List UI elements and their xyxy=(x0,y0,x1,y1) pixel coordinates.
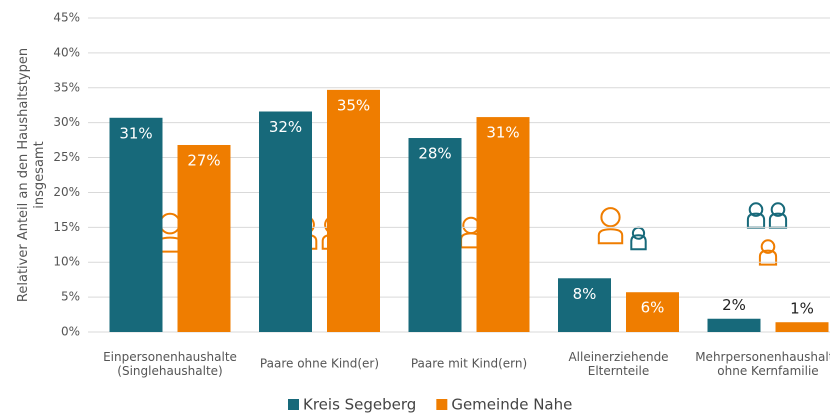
value-label: 8% xyxy=(573,285,597,303)
bar xyxy=(408,138,462,332)
value-label: 31% xyxy=(486,124,519,142)
legend-swatch xyxy=(288,399,299,410)
y-tick-label: 0% xyxy=(61,325,80,339)
y-tick-label: 30% xyxy=(53,115,80,129)
x-tick-label: Alleinerziehende Elternteile xyxy=(568,349,668,377)
legend-label: Kreis Segeberg xyxy=(303,396,416,414)
y-tick-label: 35% xyxy=(53,80,80,94)
bar xyxy=(476,117,530,332)
bar xyxy=(109,117,163,332)
value-label: 32% xyxy=(269,118,302,136)
value-label: 6% xyxy=(641,299,665,317)
y-tick-label: 10% xyxy=(53,255,80,269)
bar xyxy=(327,89,380,332)
value-label: 1% xyxy=(790,300,814,318)
legend-label: Gemeinde Nahe xyxy=(451,396,572,414)
icon-head xyxy=(600,207,621,228)
icon-head xyxy=(748,202,764,217)
icon-head xyxy=(770,202,786,217)
value-label: 27% xyxy=(187,151,220,169)
icon-body xyxy=(630,234,647,251)
y-tick-label: 15% xyxy=(53,220,80,234)
y-tick-label: 20% xyxy=(53,185,80,199)
value-label: 31% xyxy=(119,124,152,142)
y-tick-label: 45% xyxy=(53,11,80,25)
legend-swatch xyxy=(436,399,448,410)
bar xyxy=(626,292,679,332)
value-label: 28% xyxy=(418,145,451,163)
icon-body xyxy=(758,249,778,266)
y-tick-label: 25% xyxy=(53,150,80,164)
icon-body xyxy=(768,212,788,229)
value-label: 2% xyxy=(722,296,746,314)
icon-body xyxy=(597,228,624,245)
icon-head xyxy=(631,226,646,240)
y-tick-label: 40% xyxy=(53,45,80,59)
y-axis-label: Relativer Anteil an den Haushaltstypenin… xyxy=(16,48,47,302)
bar xyxy=(177,144,231,332)
bar xyxy=(775,322,829,332)
icon-head xyxy=(760,239,776,254)
x-tick-label: Mehrpersonenhaushalte ohne Kernfamilie xyxy=(695,349,830,377)
x-tick-label: Paare mit Kind(ern) xyxy=(411,357,527,371)
y-tick-label: 5% xyxy=(61,290,80,304)
bar xyxy=(259,111,312,332)
x-tick-label: Einpersonenhaushalte (Singlehaushalte) xyxy=(103,349,237,377)
icon-body xyxy=(746,212,766,229)
bar xyxy=(707,318,761,332)
bar xyxy=(558,278,611,332)
value-label: 35% xyxy=(337,96,370,114)
x-tick-label: Paare ohne Kind(er) xyxy=(260,357,379,371)
